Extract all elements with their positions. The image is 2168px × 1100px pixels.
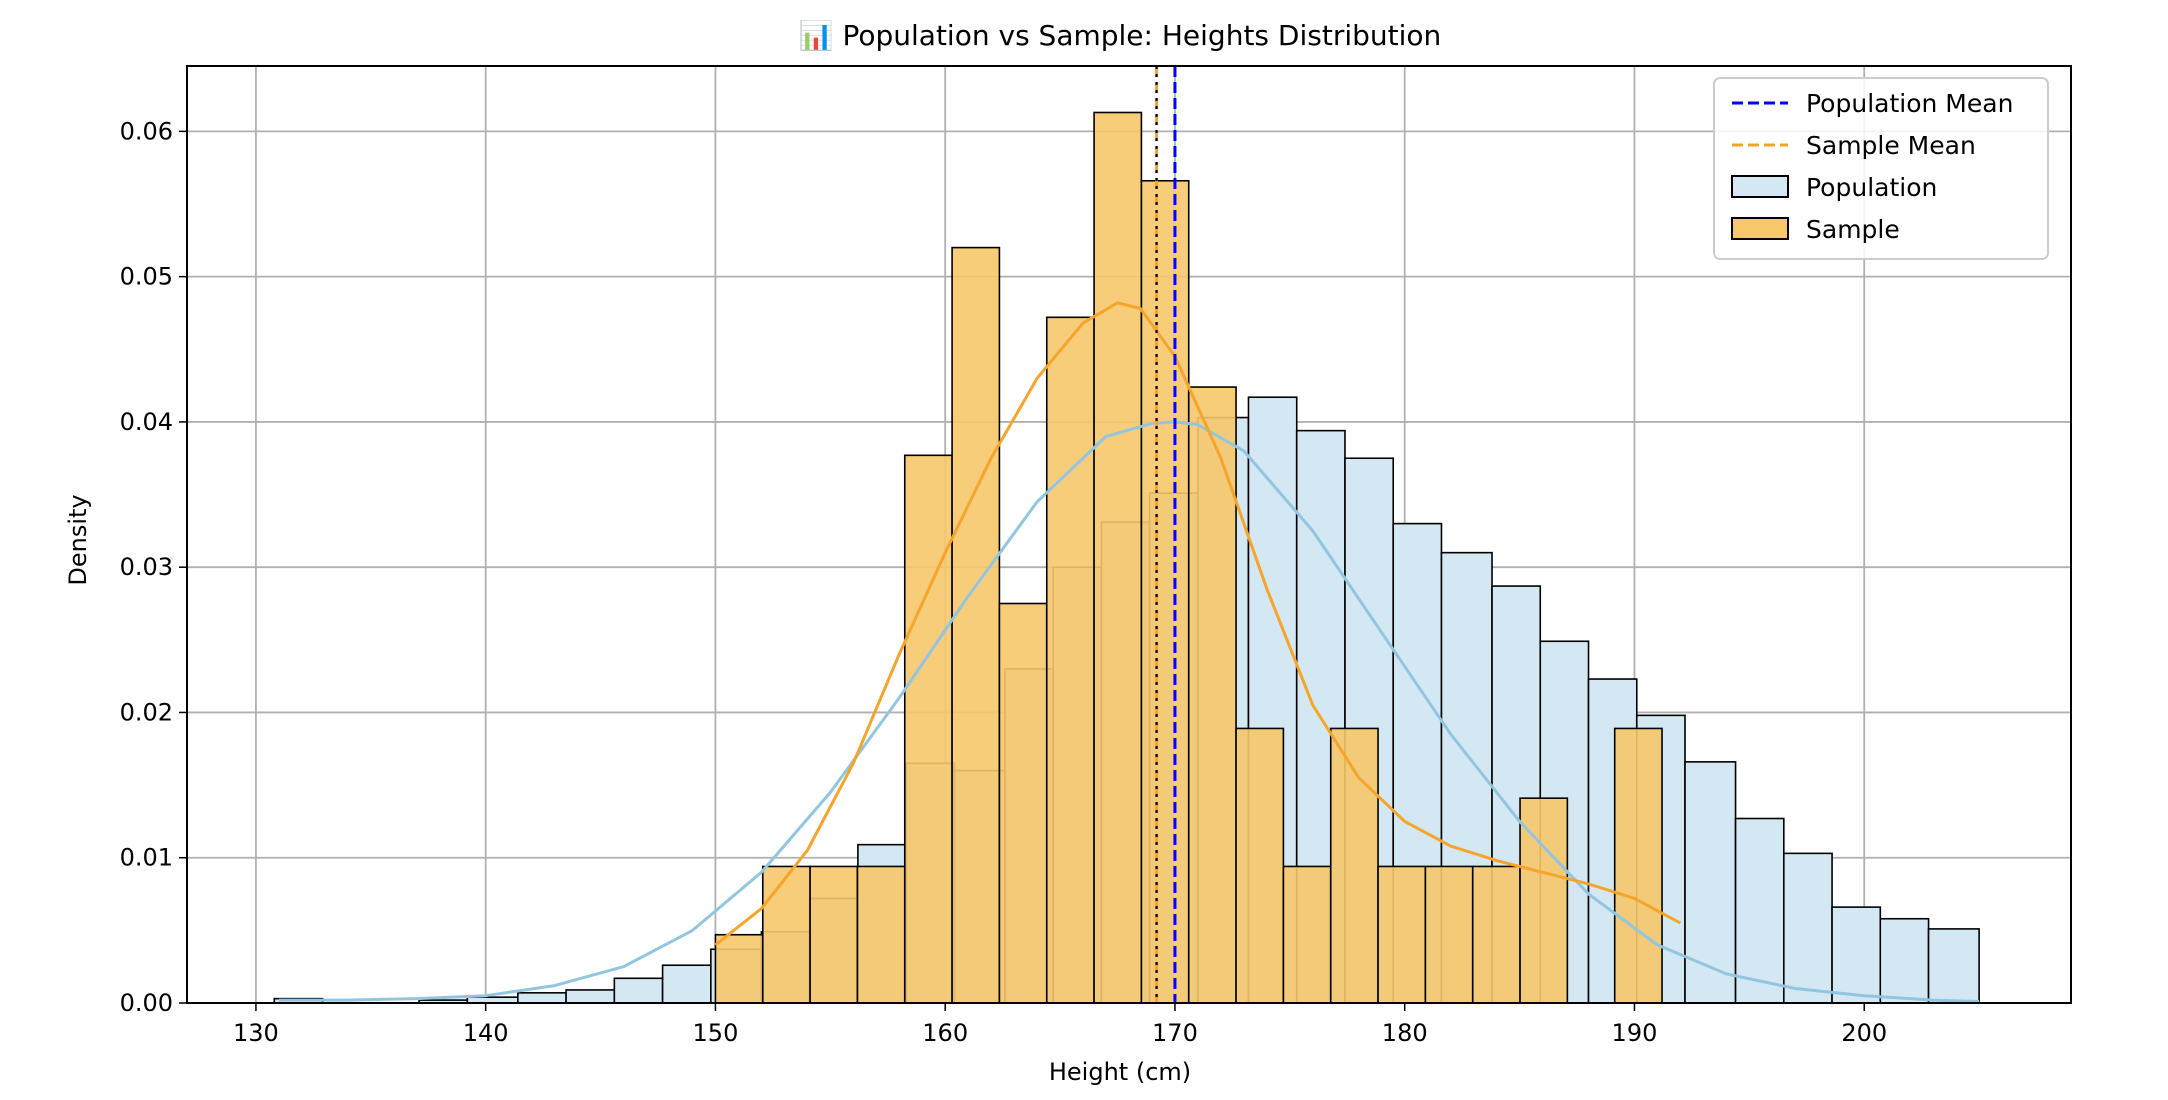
legend-population-mean-label: Population Mean [1806,89,2013,118]
sample-bar [1329,727,1379,1004]
legend-item-population-mean: Population Mean [1732,89,2013,118]
legend-sample-swatch [1731,217,1789,240]
sample-bar [1093,111,1143,1004]
sample-bar [1613,727,1663,1004]
plot-frame [186,65,2072,1004]
x-tick-label: 170 [1152,1019,1198,1047]
legend: Population Mean Sample Mean Population S… [1713,77,2049,260]
sample-bar [1045,316,1095,1004]
sample-bar [903,454,953,1004]
legend-item-sample-mean: Sample Mean [1732,131,1976,160]
y-tick-label: 0.05 [120,263,173,291]
population-bar [1831,906,1882,1004]
sample-bar [1235,727,1285,1004]
sample-bar [998,602,1048,1004]
x-tick-label: 150 [693,1019,739,1047]
population-bar [517,992,567,1004]
x-tick-label: 200 [1841,1019,1887,1047]
legend-box [1713,77,2049,260]
legend-population-swatch [1731,175,1789,198]
population-bar [1927,928,1980,1004]
y-axis-label: Density [64,494,92,585]
population-bar [565,989,616,1004]
x-tick-label: 130 [233,1019,279,1047]
sample-bar [1471,865,1521,1004]
y-tick-label: 0.06 [120,117,173,145]
y-tick-label: 0.02 [120,698,173,726]
population-bar [1734,817,1785,1004]
y-tick-label: 0.00 [120,989,173,1017]
y-tick-label: 0.04 [120,408,173,436]
y-tick-label: 0.03 [120,553,173,581]
sample-bar [856,865,906,1004]
legend-population-label: Population [1806,173,1937,202]
population-bar [661,964,712,1004]
x-tick-label: 160 [922,1019,968,1047]
x-tick-label: 180 [1382,1019,1428,1047]
sample-bar [714,933,764,1004]
sample-bar [1187,386,1237,1004]
sample-bar [1377,865,1427,1004]
sample-bar [1282,865,1332,1004]
population-bar [1783,852,1833,1004]
sample-bar [951,246,1001,1004]
sample-bar [1424,865,1474,1004]
axis-ticks: 130 140 150 160 170 180 190 200 0.00 0.01 0.02 0.03… [120,117,1888,1047]
y-tick-label: 0.01 [120,844,173,872]
mean-lines [1155,66,1177,1003]
sample-bar [761,865,811,1004]
population-bar [613,977,664,1004]
legend-sample-label: Sample [1806,215,1900,244]
population-bar [1879,917,1930,1004]
x-tick-label: 190 [1612,1019,1658,1047]
sample-bar [1140,179,1190,1004]
x-tick-label: 140 [463,1019,509,1047]
legend-sample-mean-label: Sample Mean [1806,131,1976,160]
sample-bars [714,111,1663,1004]
legend-item-sample: Sample [1731,215,1900,244]
sample-bar [809,865,859,1004]
x-axis-label: Height (cm) [1049,1058,1191,1086]
population-kde-curve [278,420,1980,1003]
chart-title: 📊 Population vs Sample: Heights Distribu… [799,19,1442,52]
legend-item-population: Population [1731,173,1937,202]
